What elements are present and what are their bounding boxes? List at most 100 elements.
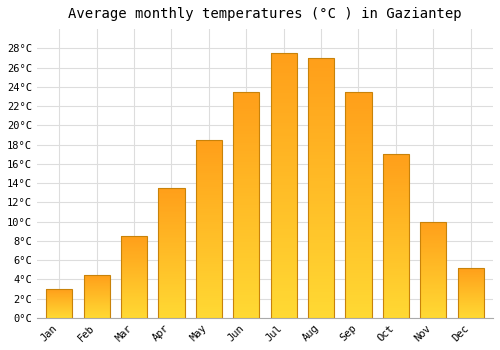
Bar: [233, 228, 260, 230]
Bar: [270, 162, 296, 166]
Bar: [121, 238, 147, 239]
Bar: [196, 282, 222, 285]
Bar: [420, 251, 446, 252]
Bar: [458, 274, 483, 275]
Bar: [196, 233, 222, 236]
Bar: [382, 218, 409, 220]
Bar: [158, 238, 184, 240]
Bar: [458, 290, 483, 291]
Bar: [196, 298, 222, 300]
Bar: [84, 280, 110, 281]
Bar: [196, 169, 222, 171]
Bar: [458, 276, 483, 277]
Bar: [458, 301, 483, 302]
Bar: [308, 110, 334, 113]
Bar: [233, 261, 260, 264]
Bar: [84, 312, 110, 313]
Bar: [196, 311, 222, 313]
Bar: [420, 289, 446, 290]
Bar: [270, 189, 296, 192]
Bar: [308, 181, 334, 185]
Bar: [346, 134, 372, 137]
Bar: [346, 160, 372, 162]
Bar: [196, 253, 222, 256]
Bar: [46, 314, 72, 315]
Bar: [84, 300, 110, 301]
Bar: [121, 267, 147, 268]
Bar: [46, 295, 72, 296]
Bar: [158, 227, 184, 229]
Bar: [308, 240, 334, 243]
Bar: [270, 90, 296, 93]
Bar: [46, 316, 72, 317]
Bar: [84, 296, 110, 297]
Bar: [270, 272, 296, 275]
Bar: [233, 108, 260, 111]
Bar: [121, 279, 147, 280]
Bar: [382, 226, 409, 228]
Bar: [346, 188, 372, 191]
Bar: [121, 243, 147, 244]
Bar: [121, 304, 147, 306]
Bar: [346, 176, 372, 179]
Bar: [382, 230, 409, 232]
Bar: [233, 208, 260, 210]
Bar: [158, 201, 184, 203]
Bar: [158, 246, 184, 248]
Bar: [196, 206, 222, 209]
Bar: [382, 232, 409, 234]
Bar: [382, 220, 409, 222]
Bar: [84, 295, 110, 296]
Bar: [346, 103, 372, 106]
Bar: [382, 289, 409, 291]
Bar: [158, 315, 184, 316]
Bar: [46, 304, 72, 305]
Bar: [233, 100, 260, 103]
Bar: [382, 293, 409, 295]
Bar: [84, 288, 110, 289]
Bar: [158, 199, 184, 201]
Title: Average monthly temperatures (°C ) in Gaziantep: Average monthly temperatures (°C ) in Ga…: [68, 7, 462, 21]
Bar: [121, 312, 147, 313]
Bar: [233, 275, 260, 278]
Bar: [270, 301, 296, 304]
Bar: [46, 298, 72, 299]
Bar: [458, 297, 483, 298]
Bar: [346, 100, 372, 103]
Bar: [233, 250, 260, 253]
Bar: [196, 142, 222, 144]
Bar: [158, 277, 184, 279]
Bar: [121, 259, 147, 260]
Bar: [382, 162, 409, 164]
Bar: [196, 316, 222, 318]
Bar: [121, 311, 147, 312]
Bar: [420, 290, 446, 292]
Bar: [420, 266, 446, 267]
Bar: [382, 257, 409, 259]
Bar: [308, 152, 334, 155]
Bar: [382, 154, 409, 156]
Bar: [158, 251, 184, 253]
Bar: [270, 199, 296, 202]
Bar: [233, 148, 260, 151]
Bar: [233, 267, 260, 270]
Bar: [458, 303, 483, 304]
Bar: [196, 287, 222, 289]
Bar: [158, 214, 184, 216]
Bar: [308, 191, 334, 194]
Bar: [458, 300, 483, 301]
Bar: [196, 224, 222, 226]
Bar: [308, 295, 334, 298]
Bar: [121, 246, 147, 247]
Bar: [121, 264, 147, 265]
Bar: [158, 287, 184, 289]
Bar: [158, 254, 184, 256]
Bar: [158, 266, 184, 267]
Bar: [196, 146, 222, 149]
Bar: [458, 275, 483, 276]
Bar: [458, 311, 483, 312]
Bar: [196, 258, 222, 260]
Bar: [158, 196, 184, 198]
Bar: [121, 288, 147, 289]
Bar: [308, 188, 334, 191]
